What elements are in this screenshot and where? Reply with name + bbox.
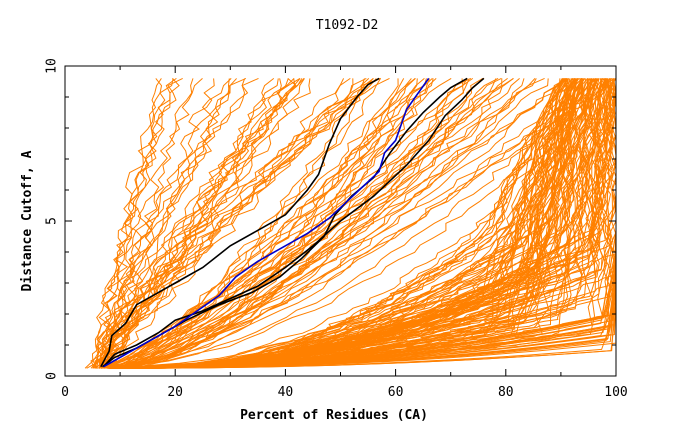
x-tick-label: 60 [388, 385, 404, 400]
background-model-curves [84, 77, 616, 369]
background-model-curve [127, 78, 607, 369]
background-model-curve [137, 78, 616, 369]
highlight-curve-4 [103, 77, 430, 368]
background-model-curve [118, 78, 569, 369]
y-axis-label: Distance Cutoff, A [20, 150, 35, 291]
background-model-curve [101, 77, 351, 369]
background-model-curve [130, 78, 574, 369]
background-model-curve [133, 78, 470, 369]
background-model-curve [109, 78, 616, 369]
highlighted-model-curves [100, 77, 485, 368]
background-model-curve [107, 78, 536, 369]
background-model-curve [103, 78, 249, 369]
x-tick-label: 40 [278, 385, 294, 400]
background-model-curve [121, 77, 452, 369]
x-tick-label: 80 [498, 385, 514, 400]
x-tick-label: 20 [167, 385, 183, 400]
background-model-curve [126, 78, 566, 369]
background-model-curve [119, 78, 578, 369]
background-model-curve [105, 78, 237, 369]
background-model-curve [116, 78, 564, 369]
x-tick-label: 100 [604, 385, 627, 400]
background-model-curve [143, 78, 574, 369]
y-axis-ticks: 0 5 10 [45, 58, 616, 380]
background-model-curve [108, 78, 568, 369]
background-model-curve [124, 78, 616, 369]
background-model-curve [153, 78, 565, 369]
x-axis-label: Percent of Residues (CA) [240, 408, 428, 423]
background-model-curve [90, 78, 297, 369]
background-model-curve [94, 77, 381, 369]
x-tick-label: 0 [61, 385, 69, 400]
background-model-curve [95, 78, 296, 369]
chart-title: T1092-D2 [316, 18, 379, 33]
background-model-curve [113, 77, 499, 369]
background-model-curve [133, 78, 583, 369]
background-model-curve [118, 78, 485, 369]
background-model-curve [92, 78, 282, 369]
background-model-curve [142, 78, 589, 369]
background-model-curve [109, 78, 377, 369]
background-model-curve [98, 78, 425, 369]
background-model-curve [119, 78, 583, 369]
background-model-curve [119, 78, 497, 369]
background-model-curve [96, 78, 163, 369]
background-model-curve [126, 78, 405, 369]
y-tick-label: 0 [45, 372, 60, 380]
background-model-curve [90, 78, 180, 369]
background-model-curve [115, 78, 568, 369]
background-model-curve [104, 78, 162, 369]
background-model-curve [145, 78, 577, 369]
y-tick-label: 5 [45, 217, 60, 225]
y-tick-label: 10 [45, 58, 60, 74]
background-model-curve [103, 78, 230, 369]
background-model-curve [132, 78, 603, 369]
background-model-curve [104, 78, 303, 369]
background-model-curve [110, 78, 520, 369]
background-model-curve [100, 78, 174, 369]
x-axis-ticks: 0 20 40 60 80 100 [61, 66, 628, 400]
background-model-curve [141, 78, 594, 369]
background-model-curve [112, 78, 592, 369]
background-model-curve [104, 78, 354, 369]
highlight-curve-1 [100, 77, 380, 368]
background-model-curve [123, 78, 416, 369]
background-model-curve [134, 78, 561, 369]
background-model-curve [117, 78, 610, 369]
background-model-curve [98, 78, 295, 369]
background-model-curve [101, 78, 289, 369]
background-model-curve [92, 78, 215, 369]
background-model-curve [106, 78, 597, 369]
background-model-curve [98, 78, 232, 369]
highlight-curve-2 [103, 77, 485, 368]
background-model-curve [149, 78, 576, 369]
background-model-curve [142, 78, 569, 369]
background-model-curve [150, 78, 577, 369]
background-model-curve [115, 77, 514, 369]
background-model-curve [109, 78, 427, 369]
